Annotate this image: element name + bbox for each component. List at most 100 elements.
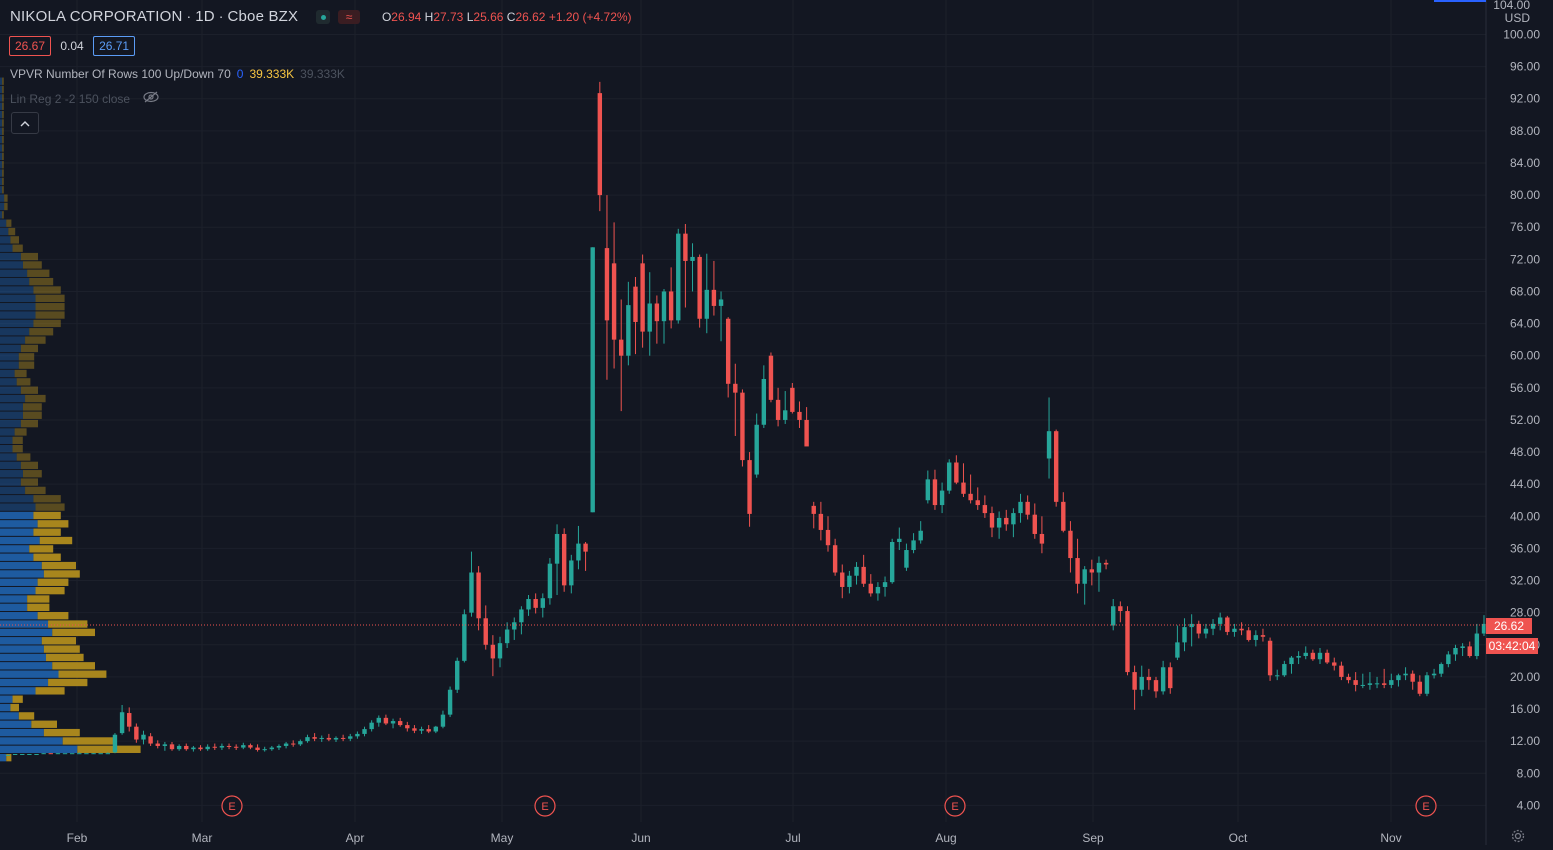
candle-body [162, 744, 168, 746]
collapse-legend-button[interactable] [11, 112, 39, 134]
data-status-icon[interactable]: ≈ [338, 10, 361, 25]
linreg-legend[interactable]: Lin Reg 2 -2 150 close [10, 91, 160, 106]
bid-price[interactable]: 26.67 [9, 36, 52, 56]
time-tick-label: Apr [346, 831, 365, 845]
vpvr-up-bar [0, 545, 30, 553]
candle-body [647, 303, 652, 332]
candle-body [569, 560, 574, 586]
vpvr-down-bar [77, 745, 141, 753]
vpvr-label: VPVR Number Of Rows 100 Up/Down 70 [10, 67, 231, 81]
candle-body [547, 563, 553, 599]
candle-body [918, 530, 923, 541]
candle-body [619, 339, 624, 356]
time-axis[interactable]: Feb Mar Apr May Jun Jul Aug Sep Oct Nov [67, 831, 1402, 845]
vpvr-value-c: 39.333K [300, 67, 345, 81]
candle-body [1053, 431, 1059, 502]
vpvr-down-bar [29, 328, 54, 336]
candle-body [561, 533, 567, 586]
vpvr-up-bar [0, 311, 36, 319]
candle-body [1160, 667, 1166, 692]
symbol-name[interactable]: NIKOLA CORPORATION [10, 8, 183, 25]
candle-body [818, 513, 824, 530]
candle-body [725, 318, 731, 384]
ohlc-values: O26.94 H27.73 L25.66 C26.62 +1.20 (+4.72… [382, 10, 632, 24]
vpvr-down-bar [2, 77, 4, 85]
vpvr-up-bar [0, 411, 23, 419]
vpvr-up-bar [0, 127, 3, 135]
vpvr-up-bar [0, 470, 23, 478]
candle-body [469, 572, 474, 613]
candle-body [1175, 642, 1180, 658]
vpvr-up-bar [0, 612, 38, 620]
candle-body [269, 747, 275, 750]
candle-body [1267, 640, 1273, 676]
candle-body [554, 533, 560, 564]
candle-body [1004, 517, 1009, 525]
candle-body [134, 726, 139, 740]
candle-body [198, 747, 203, 750]
candle-body [768, 355, 774, 400]
candle-body [433, 726, 439, 732]
vpvr-down-bar [12, 244, 23, 252]
vpvr-up-bar [0, 344, 21, 353]
gear-icon[interactable] [1510, 828, 1526, 847]
vpvr-down-bar [2, 177, 4, 186]
vpvr-up-bar [0, 461, 21, 470]
candle-body [176, 745, 182, 750]
vpvr-down-bar [4, 194, 8, 202]
vpvr-up-bar [0, 753, 7, 762]
candle-body [854, 566, 859, 576]
candle-body [1474, 633, 1480, 657]
candle-body [640, 263, 645, 332]
price-tick-label: 32.00 [1510, 574, 1540, 588]
vpvr-up-bar [0, 169, 3, 177]
vpvr-down-bar [58, 670, 107, 678]
candle-body [219, 745, 225, 748]
candle-body [462, 614, 467, 661]
candle-body [1068, 530, 1073, 559]
candle-body [490, 644, 496, 659]
candle-body [119, 712, 125, 734]
price-tick-label: 8.00 [1517, 766, 1541, 780]
candle-body [27, 753, 32, 755]
candle-body [1367, 683, 1373, 685]
vpvr-down-bar [14, 369, 27, 378]
hidden-eye-icon[interactable] [143, 91, 160, 106]
vpvr-legend[interactable]: VPVR Number Of Rows 100 Up/Down 70 0 39.33… [10, 67, 345, 81]
candle-body [191, 747, 196, 750]
vpvr-up-bar [0, 495, 34, 503]
vpvr-up-bar [0, 511, 34, 520]
vpvr-down-bar [41, 637, 76, 645]
vpvr-down-bar [33, 528, 61, 536]
vpvr-up-bar [0, 336, 26, 344]
vpvr-up-bar [0, 152, 3, 161]
candle-body [1253, 635, 1259, 640]
vpvr-up-bar [0, 662, 53, 670]
candle-body [426, 729, 431, 732]
ask-price[interactable]: 26.71 [93, 36, 136, 56]
exchange-label: Cboe BZX [227, 8, 299, 25]
vpvr-up-bar [0, 603, 28, 612]
interval-label[interactable]: 1D [195, 8, 215, 25]
vpvr-up-bar [0, 319, 34, 328]
vpvr-up-bar [0, 269, 28, 277]
price-tick-label: 40.00 [1510, 509, 1540, 523]
market-status-icon[interactable] [316, 10, 331, 25]
candle-body [1460, 646, 1465, 648]
price-tick-label: 80.00 [1510, 188, 1540, 202]
vpvr-down-bar [35, 294, 65, 303]
candle-body [291, 743, 296, 745]
price-tick-label: 44.00 [1510, 477, 1540, 491]
vpvr-down-bar [33, 495, 61, 503]
price-axis[interactable]: 100.00 96.00 92.00 88.00 84.00 80.00 76.00 72.0… [1434, 0, 1540, 812]
candle-body [704, 289, 709, 319]
vpvr-up-bar [0, 586, 36, 595]
vpvr-down-bar [43, 570, 80, 578]
candle-body [668, 291, 674, 321]
vpvr-down-bar [22, 261, 42, 269]
candle-body [1310, 652, 1316, 660]
candle-body [12, 753, 18, 755]
